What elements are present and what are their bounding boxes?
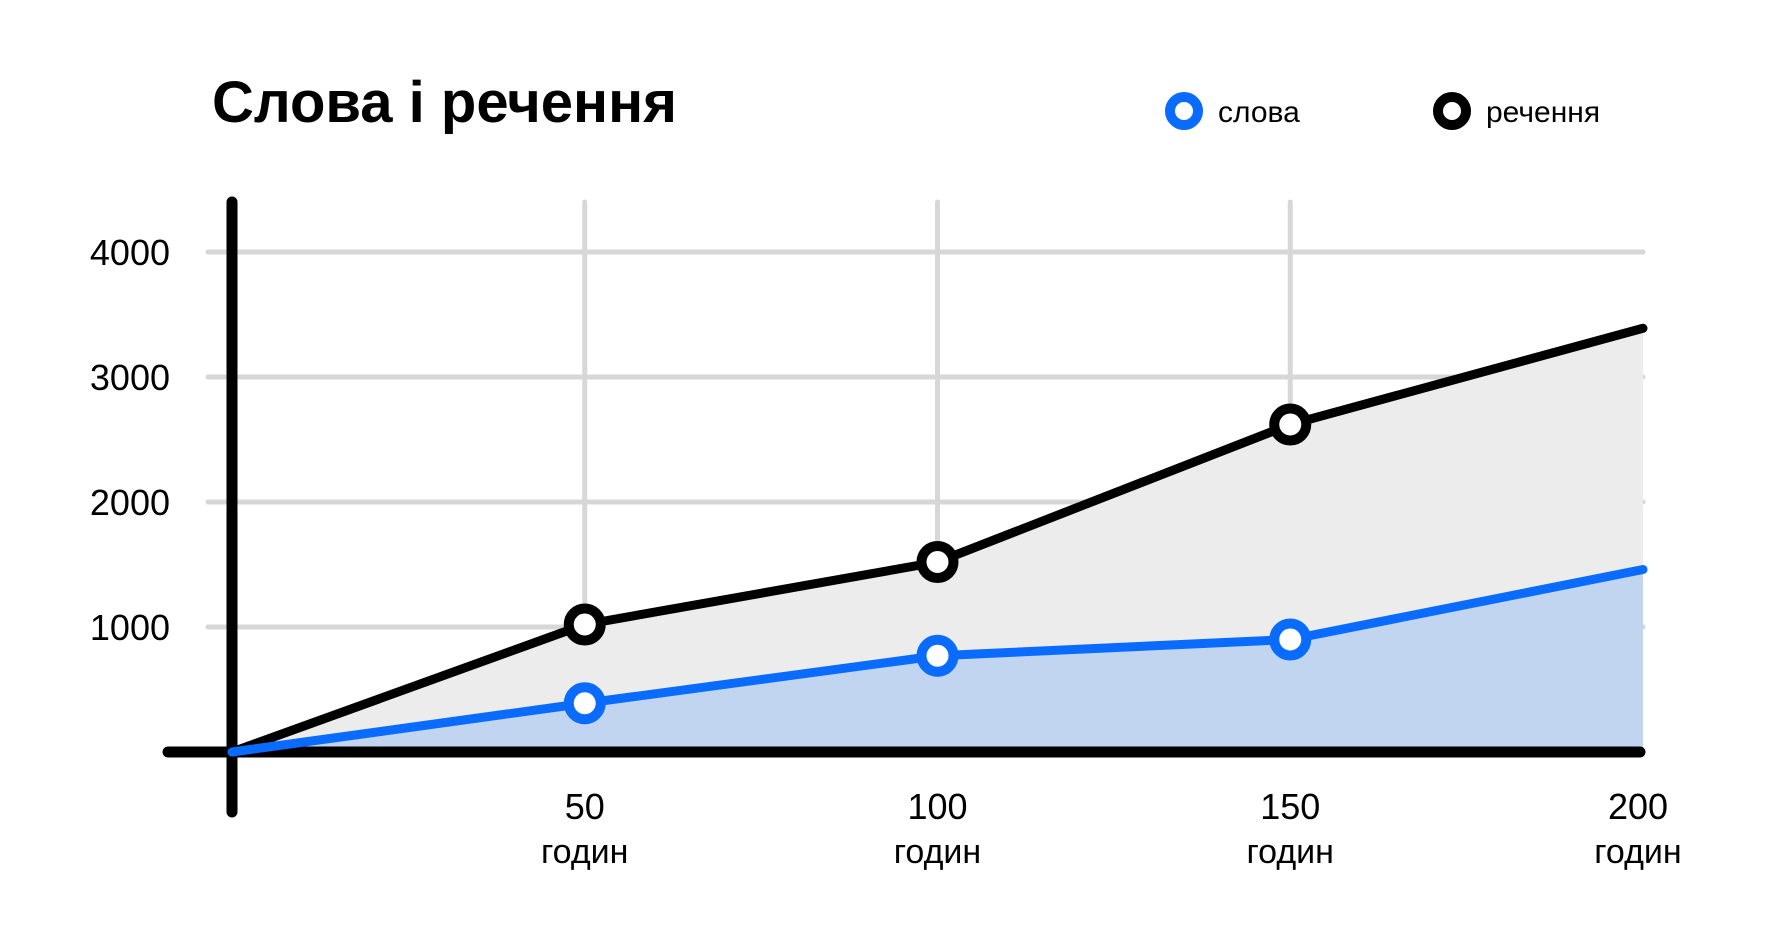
x-tick-unit-label: годин xyxy=(1247,833,1334,871)
x-tick-unit-label: годин xyxy=(894,833,981,871)
legend-label-words: слова xyxy=(1218,96,1300,129)
point-words[interactable] xyxy=(563,682,606,725)
x-tick-label: 50 xyxy=(565,786,605,827)
x-tick-unit-label: годин xyxy=(1594,833,1681,871)
axes xyxy=(162,196,1646,818)
chart-title: Слова і речення xyxy=(212,70,677,135)
legend: слова речення xyxy=(1165,92,1600,130)
point-sentences[interactable] xyxy=(1269,403,1312,446)
point-sentences[interactable] xyxy=(916,541,959,583)
legend-marker-words xyxy=(1165,92,1203,130)
y-tick-label: 2000 xyxy=(90,482,170,523)
point-words[interactable] xyxy=(916,634,959,677)
legend-marker-sentences xyxy=(1433,92,1471,130)
tick-labels: 1000 2000 3000 4000 50 годин 100 годин 150 годин 2… xyxy=(90,232,1682,871)
legend-item-words[interactable]: слова xyxy=(1165,92,1300,130)
legend-item-sentences[interactable]: речення xyxy=(1433,92,1600,130)
x-tick-label: 100 xyxy=(907,786,967,827)
point-sentences[interactable] xyxy=(563,603,606,646)
x-tick-label: 200 xyxy=(1608,786,1668,827)
series-markers xyxy=(563,403,1312,725)
y-tick-label: 4000 xyxy=(90,232,170,273)
y-tick-label: 1000 xyxy=(90,607,170,648)
y-tick-label: 3000 xyxy=(90,357,170,398)
x-tick-unit-label: годин xyxy=(541,833,628,871)
x-tick-label: 150 xyxy=(1260,786,1320,827)
legend-label-sentences: речення xyxy=(1486,96,1600,129)
point-words[interactable] xyxy=(1269,618,1312,661)
